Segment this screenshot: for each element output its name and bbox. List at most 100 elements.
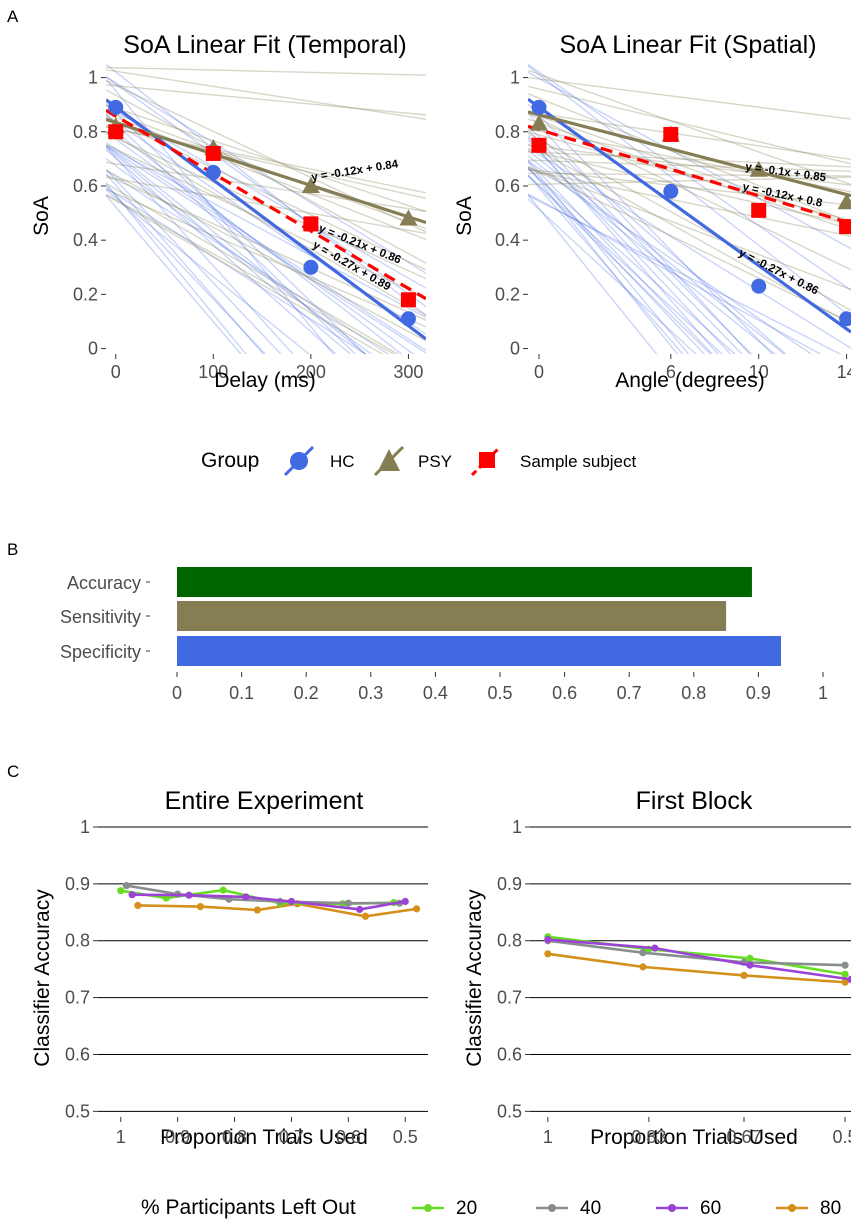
hc-subject-line <box>106 146 294 354</box>
spatial-marks <box>528 97 851 334</box>
hc-point <box>531 99 547 115</box>
y-tick-label: 0.2 <box>73 284 98 304</box>
y-tick-label: 0 <box>88 339 98 359</box>
hc-subject-line <box>106 184 267 354</box>
y-tick-label: 0.7 <box>65 988 90 1008</box>
hc-point <box>663 183 679 199</box>
series-point-60 <box>128 891 136 899</box>
psy-subject-line <box>106 130 426 317</box>
hc-subject-line <box>106 144 426 319</box>
hc-subject-line <box>528 168 736 354</box>
hc-point <box>400 311 416 327</box>
psy-subject-line <box>528 131 851 222</box>
series-line-40 <box>547 939 846 967</box>
series-line-80 <box>137 902 417 918</box>
legend-key-point-40 <box>548 1204 556 1212</box>
x-tick-label: 0 <box>172 683 182 703</box>
hc-subject-line <box>106 144 367 354</box>
x-tick-label: 1 <box>818 683 828 703</box>
y-tick-label: 0.4 <box>73 230 98 250</box>
group-legend-title: Group <box>201 449 259 472</box>
psy-point <box>399 209 418 226</box>
psy-subject-line <box>106 194 384 354</box>
series-point-60 <box>651 944 659 952</box>
psy-subject-line <box>528 166 851 291</box>
x-tick-label: 0.7 <box>617 683 642 703</box>
x-tick-label: 0.5 <box>487 683 512 703</box>
y-tick-label: 1 <box>80 817 90 837</box>
entire-experiment-plot: Entire Experiment Proportion Trials Used… <box>31 787 428 1149</box>
psy-subject-line <box>528 76 851 120</box>
y-tick-label: 1 <box>510 68 520 88</box>
first-xlabel: Proportion Trials Used <box>590 1126 798 1149</box>
x-tick-label: 300 <box>393 362 423 382</box>
y-tick-label: 0.6 <box>65 1044 90 1064</box>
fit-line-psy <box>106 117 426 225</box>
series-point-80 <box>639 963 647 971</box>
legend-label-40: 40 <box>580 1198 601 1219</box>
participants-legend: % Participants Left Out 20 40 60 80 <box>141 1196 841 1219</box>
sample-point <box>663 126 679 142</box>
series-point-40 <box>639 949 647 957</box>
hc-subject-line <box>528 136 719 354</box>
temporal-title: SoA Linear Fit (Temporal) <box>123 31 406 59</box>
x-tick-label: 1 <box>116 1127 126 1147</box>
hc-subject-line <box>528 174 712 354</box>
temporal-plot: SoA Linear Fit (Temporal) y = -0.12x + 0… <box>30 31 426 392</box>
x-tick-label: 0.8 <box>222 1127 247 1147</box>
psy-subject-line <box>106 188 426 328</box>
x-tick-label: 100 <box>198 362 228 382</box>
hc-subject-line <box>528 161 690 354</box>
x-tick-label: 14 <box>837 362 851 382</box>
psy-subject-line <box>528 111 851 226</box>
legend-sample-key <box>470 445 502 477</box>
psy-subject-line <box>106 89 426 264</box>
legend-key-point-60 <box>668 1204 676 1212</box>
entire-ylabel: Classifier Accuracy <box>31 889 54 1067</box>
fit-line-psy <box>528 110 851 198</box>
legend-key-point-80 <box>788 1204 796 1212</box>
sample-point <box>303 216 319 232</box>
y-tick-label: 0.8 <box>497 931 522 951</box>
psy-subject-line <box>528 111 851 161</box>
temporal-ylabel: SoA <box>30 196 53 236</box>
series-point-60 <box>356 905 364 914</box>
x-tick-label: 0.2 <box>294 683 319 703</box>
psy-subject-line <box>106 84 426 116</box>
x-tick-label: 10 <box>749 362 769 382</box>
psy-subject-line <box>106 174 426 321</box>
hc-subject-line <box>528 129 753 354</box>
y-tick-label: 0 <box>510 339 520 359</box>
hc-subject-line <box>528 174 723 354</box>
hc-subject-line <box>528 64 851 291</box>
temporal-xlabel: Delay (ms) <box>214 369 316 392</box>
psy-subject-line <box>528 93 851 224</box>
x-tick-label: 0.9 <box>746 683 771 703</box>
x-tick-label: 0.5 <box>833 1127 851 1147</box>
hc-subject-line <box>528 155 776 354</box>
fit-line-hc <box>106 98 426 341</box>
hc-subject-line <box>106 169 390 354</box>
y-tick-label: 0.6 <box>73 176 98 196</box>
psy-subject-line <box>106 80 426 233</box>
series-point-60 <box>185 891 193 899</box>
psy-subject-line <box>106 112 426 241</box>
series-point-40 <box>841 961 849 969</box>
y-tick-label: 0.5 <box>497 1101 522 1121</box>
x-tick-label: 0.4 <box>423 683 448 703</box>
y-tick-label: 0.8 <box>65 931 90 951</box>
temporal-background-lines <box>106 64 426 354</box>
psy-point <box>301 176 320 193</box>
hc-subject-line <box>106 173 265 354</box>
series-point-60 <box>544 935 552 944</box>
hc-point <box>303 259 319 275</box>
psy-subject-line <box>106 69 426 120</box>
group-legend: Group HC PSY Sample subject <box>201 445 637 477</box>
hc-subject-line <box>106 195 242 354</box>
fit-equation: y = -0.27x + 0.86 <box>737 247 821 297</box>
series-line-40 <box>126 884 400 905</box>
series-point-80 <box>134 901 142 910</box>
psy-point <box>837 193 851 210</box>
fit-line-hc <box>528 97 851 334</box>
bar-label-sensitivity: Sensitivity <box>60 607 141 627</box>
